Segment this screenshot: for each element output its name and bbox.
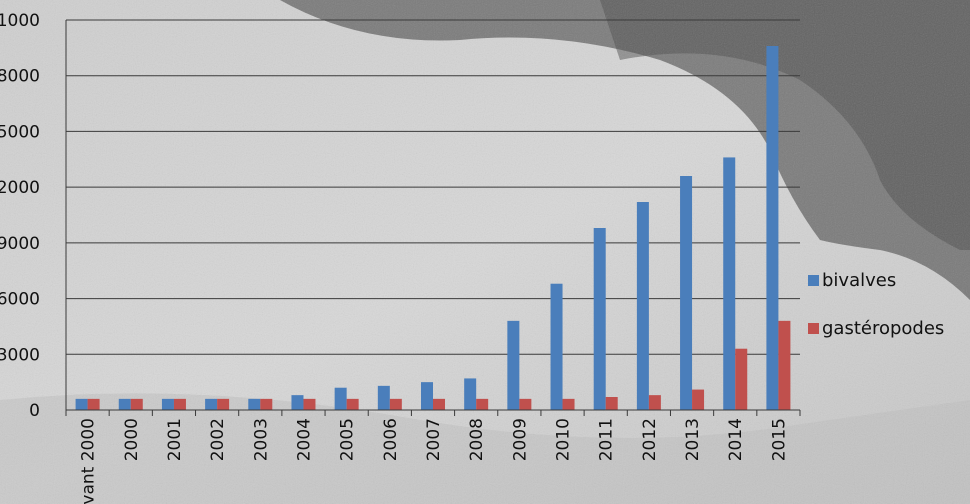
bar-gasteropodes bbox=[433, 398, 445, 410]
y-tick-labels: 0 3000 6000 9000 12000 15000 18000 21000 bbox=[0, 11, 40, 421]
bar-bivalves bbox=[507, 320, 520, 410]
x-tick-label: 2003 bbox=[251, 418, 271, 461]
bar-gasteropodes bbox=[735, 348, 748, 410]
bar-bivalves bbox=[161, 398, 174, 410]
y-tick-label: 12000 bbox=[0, 178, 40, 198]
bar-gasteropodes bbox=[519, 398, 532, 410]
x-tick-label: 2006 bbox=[381, 418, 401, 461]
legend-label: bivalves bbox=[822, 270, 896, 291]
x-tick-label: 2014 bbox=[726, 418, 746, 461]
y-tick-label: 6000 bbox=[0, 290, 40, 310]
legend-swatch bbox=[808, 323, 819, 334]
bar-bivalves bbox=[636, 202, 649, 410]
y-tick-label: 9000 bbox=[0, 234, 40, 254]
bar-bivalves bbox=[334, 387, 347, 410]
bar-bivalves bbox=[421, 382, 433, 410]
axes bbox=[65, 20, 801, 416]
bar-gasteropodes bbox=[87, 398, 100, 410]
x-tick-label: avant 2000 bbox=[79, 418, 99, 504]
x-tick-label: 2008 bbox=[467, 418, 487, 461]
y-tick-label: 21000 bbox=[0, 11, 40, 31]
bar-gasteropodes bbox=[605, 397, 618, 410]
x-tick-label: 2005 bbox=[338, 418, 358, 461]
x-tick-label: 2004 bbox=[294, 418, 314, 461]
y-tick-label: 3000 bbox=[0, 345, 40, 365]
bar-gasteropodes bbox=[346, 398, 359, 410]
x-tick-label: 2010 bbox=[554, 418, 574, 461]
bar-gasteropodes bbox=[648, 395, 661, 410]
bar-bivalves bbox=[205, 398, 218, 410]
x-tick-label: 2011 bbox=[597, 418, 617, 461]
bar-gasteropodes bbox=[389, 398, 402, 410]
y-tick-label: 15000 bbox=[0, 122, 40, 142]
x-tick-label: 2013 bbox=[683, 418, 703, 461]
x-tick-label: 2002 bbox=[208, 418, 228, 461]
bar-gasteropodes bbox=[778, 320, 791, 410]
bar-bivalves bbox=[118, 398, 131, 410]
bar-bivalves bbox=[680, 176, 693, 410]
x-tick-label: 2015 bbox=[769, 418, 789, 461]
y-tick-label: 0 bbox=[29, 401, 40, 421]
bar-gasteropodes bbox=[692, 389, 705, 410]
legend-label: gastéropodes bbox=[822, 318, 944, 339]
legend: bivalves gastéropodes bbox=[808, 270, 944, 339]
bar-bivalves bbox=[377, 385, 390, 410]
bar-gasteropodes bbox=[476, 398, 489, 410]
y-tick-label: 18000 bbox=[0, 67, 40, 87]
bar-bivalves bbox=[248, 398, 261, 410]
bars bbox=[75, 46, 791, 410]
bar-bivalves bbox=[593, 228, 606, 410]
x-tick-label: 2009 bbox=[510, 418, 530, 461]
bar-gasteropodes bbox=[260, 398, 273, 410]
x-tick-label: 2001 bbox=[165, 418, 185, 461]
bar-gasteropodes bbox=[173, 398, 186, 410]
bar-gasteropodes bbox=[303, 398, 316, 410]
x-tick-label: 2000 bbox=[122, 418, 142, 461]
bar-bivalves bbox=[723, 157, 736, 410]
bar-bivalves bbox=[464, 378, 477, 410]
bar-bivalves bbox=[550, 283, 563, 410]
bar-gasteropodes bbox=[562, 398, 575, 410]
x-tick-label: 2012 bbox=[640, 418, 660, 461]
bar-bivalves bbox=[766, 46, 779, 410]
bar-gasteropodes bbox=[130, 398, 143, 410]
gridlines bbox=[66, 19, 800, 355]
bar-gasteropodes bbox=[217, 398, 230, 410]
legend-swatch bbox=[808, 275, 819, 286]
bar-bivalves bbox=[75, 398, 88, 410]
x-tick-labels: avant 2000 2000 2001 2002 2003 2004 2005 2006 20… bbox=[79, 418, 790, 504]
x-tick-label: 2007 bbox=[424, 418, 444, 461]
bar-bivalves bbox=[291, 395, 304, 410]
